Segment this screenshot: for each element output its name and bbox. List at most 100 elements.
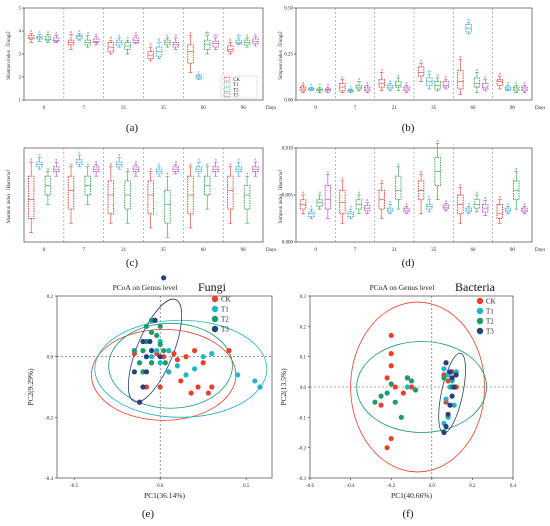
box — [481, 82, 489, 90]
legend-label: T1 — [221, 306, 229, 314]
box — [496, 79, 503, 86]
data-point — [384, 445, 390, 451]
significance-letter: a — [95, 159, 97, 164]
data-point — [192, 348, 198, 354]
box — [316, 199, 323, 207]
data-point — [136, 399, 143, 405]
significance-letter: a — [389, 199, 391, 204]
confidence-ellipse — [108, 322, 233, 409]
x-tick-label: 21 — [392, 106, 398, 111]
x-axis-title: Days — [266, 248, 276, 253]
box — [53, 37, 60, 42]
legend-marker — [211, 325, 219, 333]
data-point — [392, 399, 398, 405]
significance-letter: a — [39, 152, 41, 157]
significance-letter: a — [420, 169, 422, 174]
confidence-ellipse — [356, 341, 488, 433]
significance-letter: ab — [427, 69, 432, 74]
significance-letter: a — [150, 166, 152, 171]
box — [442, 81, 450, 88]
data-point — [404, 375, 411, 381]
box — [442, 204, 450, 210]
box — [521, 207, 528, 213]
data-point — [154, 348, 160, 354]
significance-letter: a — [302, 80, 304, 85]
x-tick-label: 7 — [354, 106, 357, 111]
x-tick-label: 60 — [471, 106, 477, 111]
x-tick-label: 7 — [83, 106, 86, 111]
box — [417, 66, 425, 77]
box — [473, 199, 481, 209]
data-point — [384, 375, 390, 381]
data-point — [152, 317, 158, 323]
box — [339, 82, 346, 92]
box — [473, 77, 481, 88]
data-point — [392, 384, 398, 390]
data-point — [149, 348, 155, 354]
legend-label: CK — [486, 298, 496, 306]
y-tick-label: 0.00 — [284, 99, 293, 104]
pcoa-title: PCoA on Genus level — [370, 283, 435, 292]
significance-letter: a — [254, 31, 256, 36]
significance-letter: c — [198, 69, 200, 74]
legend-swatch — [223, 82, 231, 87]
significance-letter: a — [135, 159, 137, 164]
significance-letter: a — [358, 76, 360, 81]
legend-label: T3 — [486, 328, 494, 336]
box — [164, 189, 171, 224]
significance-letter: a — [70, 161, 72, 166]
significance-letter: a — [166, 171, 168, 176]
data-point — [200, 354, 206, 360]
significance-letter: a — [437, 138, 439, 143]
legend-marker — [211, 295, 219, 303]
data-point — [449, 375, 455, 381]
significance-letter: a — [406, 201, 408, 206]
box — [513, 180, 520, 201]
significance-letter: a — [406, 80, 408, 85]
data-point — [398, 414, 404, 420]
box — [426, 77, 433, 86]
data-point — [453, 372, 459, 378]
significance-letter: a — [118, 152, 120, 157]
significance-letter: a — [238, 157, 240, 162]
box — [481, 203, 489, 213]
data-point — [188, 390, 194, 396]
box — [465, 24, 472, 33]
box — [403, 86, 410, 92]
significance-letter: a — [350, 83, 352, 88]
panel-label: (b) — [402, 122, 415, 134]
box — [426, 203, 433, 210]
x-tick-label: 0 — [43, 248, 46, 253]
data-point — [147, 338, 153, 345]
box — [355, 84, 363, 90]
significance-letter: a — [135, 30, 137, 35]
data-point — [192, 366, 198, 372]
significance-letter: a — [47, 29, 49, 34]
significance-letter: a — [524, 201, 526, 206]
significance-letter: a — [87, 161, 89, 166]
data-point — [143, 354, 150, 360]
significance-letter: a — [190, 161, 192, 166]
significance-letter: a — [78, 28, 80, 33]
data-point — [384, 390, 390, 396]
data-point — [157, 341, 163, 348]
significance-letter: a — [499, 194, 501, 199]
data-point — [157, 360, 163, 366]
significance-letter: a — [254, 157, 256, 162]
significance-letter: a — [206, 161, 208, 166]
data-point — [143, 323, 150, 329]
significance-letter: ab — [213, 32, 218, 37]
box — [187, 44, 194, 64]
data-point — [183, 354, 189, 360]
y-axis-title: PC2(9.29%) — [26, 368, 35, 406]
significance-letter: a — [87, 30, 89, 35]
x-tick-label: 90 — [510, 106, 516, 111]
x-tick-label: 0.0 — [429, 484, 436, 489]
significance-letter: a — [198, 157, 200, 162]
box — [504, 86, 512, 91]
data-point — [183, 372, 189, 378]
box — [363, 86, 371, 92]
data-point — [451, 402, 457, 408]
data-point — [161, 275, 167, 281]
data-point — [140, 384, 146, 390]
